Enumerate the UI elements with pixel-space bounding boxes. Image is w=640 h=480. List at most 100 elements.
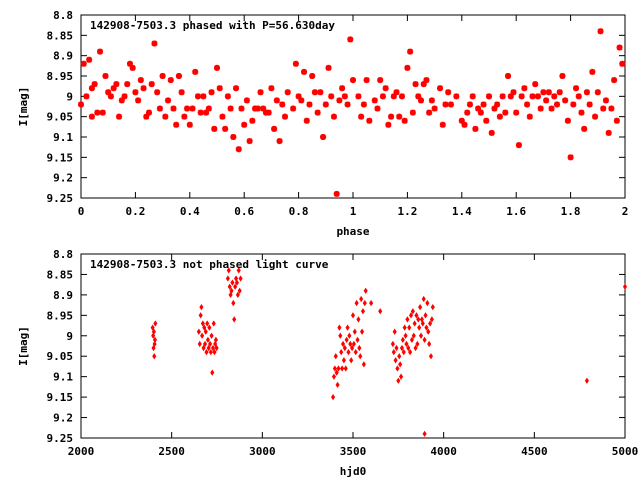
data-point (409, 336, 414, 344)
data-point (398, 361, 403, 368)
data-point (510, 89, 517, 96)
data-point (420, 81, 427, 88)
data-point (178, 89, 185, 96)
data-point (437, 85, 444, 92)
data-point (226, 267, 231, 274)
y-axis-label: I[mag] (17, 326, 30, 366)
data-point (271, 125, 278, 132)
data-point (349, 357, 354, 364)
data-point (429, 316, 434, 323)
x-tick-label: 1.4 (452, 205, 472, 218)
data-point (345, 324, 350, 331)
data-point (409, 109, 416, 116)
data-point (355, 93, 362, 100)
data-point (348, 340, 353, 348)
data-point (418, 332, 424, 339)
data-point (371, 97, 378, 104)
x-axis-label: hjd0 (340, 465, 367, 478)
data-point (351, 340, 356, 348)
data-point (411, 332, 416, 339)
data-point (206, 344, 211, 352)
data-point (227, 283, 232, 290)
data-point (397, 353, 402, 360)
data-point (230, 279, 235, 286)
x-tick-label: 0 (78, 205, 85, 218)
data-point (545, 89, 552, 96)
data-point (526, 113, 533, 120)
data-point (586, 101, 593, 108)
x-tick-label: 3500 (340, 445, 367, 458)
data-point (162, 113, 169, 120)
data-point (237, 287, 242, 294)
data-point (406, 344, 411, 352)
data-point (392, 328, 397, 335)
data-point (589, 68, 596, 75)
data-point (232, 316, 237, 323)
data-point (532, 81, 539, 88)
data-point (192, 68, 199, 75)
data-point (233, 283, 238, 290)
data-point (209, 332, 214, 339)
data-point (613, 117, 620, 124)
data-point (328, 93, 335, 100)
data-point (233, 85, 240, 92)
data-point (254, 105, 261, 112)
data-point (395, 365, 400, 372)
data-point (222, 125, 229, 132)
data-point (331, 373, 337, 380)
data-point (420, 320, 425, 327)
data-point (496, 113, 503, 120)
data-point (428, 353, 434, 360)
data-point (186, 121, 193, 128)
data-point (234, 279, 239, 286)
x-tick-label: 4000 (430, 445, 457, 458)
x-tick-label: 1 (350, 205, 357, 218)
data-point (600, 105, 607, 112)
data-point (396, 113, 403, 120)
data-point (401, 348, 406, 356)
data-point (110, 85, 117, 92)
data-point (78, 101, 84, 108)
data-point (88, 85, 95, 92)
data-point (208, 340, 213, 348)
data-point (116, 113, 123, 120)
data-point (196, 328, 201, 335)
data-point (378, 308, 383, 315)
data-point (480, 101, 487, 108)
data-point (202, 324, 207, 331)
y-tick-label: 8.85 (47, 29, 74, 42)
data-point (413, 344, 418, 352)
data-point (175, 73, 182, 79)
data-point (151, 344, 156, 352)
data-point (554, 101, 560, 108)
data-point (346, 348, 351, 356)
data-point (400, 336, 405, 344)
unphased-light-curve-panel: 8.8 8.85 8.9 8.95 9 9.05 9.1 9.15 9.2 9.25 2000 25… (17, 248, 638, 478)
data-point (333, 353, 338, 360)
y-tick-label: 8.9 (53, 50, 73, 63)
data-point (88, 113, 95, 120)
data-point (126, 60, 133, 67)
data-point (363, 287, 368, 294)
data-point (396, 377, 401, 384)
data-point (518, 93, 525, 100)
data-point (105, 89, 112, 96)
data-point (332, 365, 337, 372)
data-point (418, 97, 424, 104)
data-point (143, 113, 150, 120)
data-point (447, 101, 454, 108)
data-point (422, 430, 427, 438)
data-point (152, 336, 158, 344)
data-point (309, 73, 316, 79)
data-point (374, 105, 381, 112)
y-tick-label: 9.1 (53, 371, 73, 384)
data-point (317, 89, 324, 96)
data-point (124, 81, 131, 88)
y-tick-label: 8.8 (53, 9, 73, 22)
data-point (353, 348, 358, 356)
data-point (461, 121, 468, 128)
y-tick-label: 9.2 (53, 412, 73, 425)
data-point (154, 89, 161, 96)
data-point (83, 93, 90, 100)
data-point (453, 93, 460, 100)
